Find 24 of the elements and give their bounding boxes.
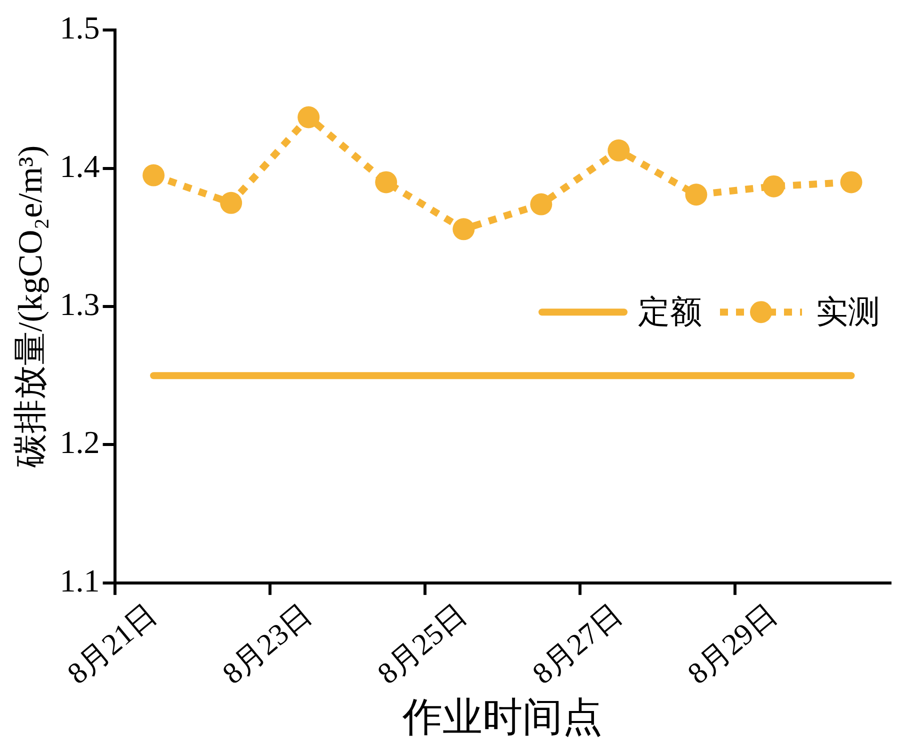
x-tick-label: 8月23日 xyxy=(216,598,318,691)
point xyxy=(452,218,475,240)
point xyxy=(762,175,785,198)
point xyxy=(685,184,708,206)
x-tick-label: 8月25日 xyxy=(372,598,474,691)
point xyxy=(375,171,398,194)
y-tick-label: 1.2 xyxy=(60,424,100,460)
point xyxy=(608,139,630,162)
y-tick-label: 1.3 xyxy=(60,286,100,322)
x-tick-label: 8月29日 xyxy=(682,598,784,691)
y-tick-label: 1.4 xyxy=(60,148,100,184)
point xyxy=(220,192,242,214)
x-tick-label: 8月27日 xyxy=(526,598,628,691)
x-axis-title: 作业时间点 xyxy=(401,694,602,740)
point xyxy=(840,171,862,194)
y-tick-label: 1.5 xyxy=(60,10,100,46)
point xyxy=(530,193,552,216)
point xyxy=(298,106,320,128)
y-axis-title: 碳排放量/(kgCO₂e/m³) xyxy=(12,145,50,469)
y-tick-label: 1.1 xyxy=(60,562,100,598)
point xyxy=(142,164,165,186)
legend-label: 实测 xyxy=(816,294,880,330)
x-tick-label: 8月21日 xyxy=(61,598,164,691)
legend-label: 定额 xyxy=(638,294,702,330)
